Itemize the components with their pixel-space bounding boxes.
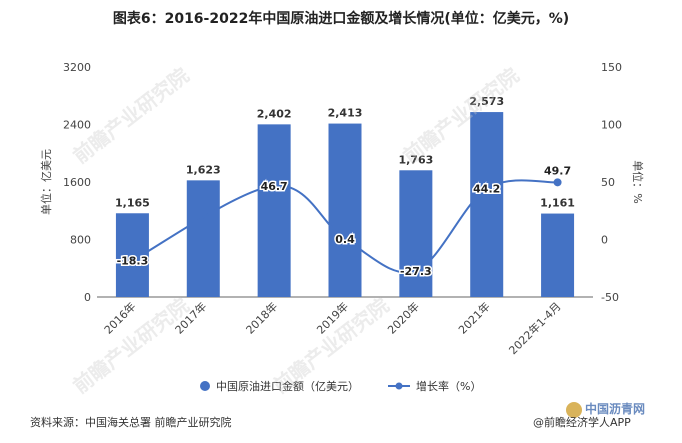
bar-value-label: 1,763 [398,153,433,166]
y-tick-right: 50 [601,176,615,189]
bar [541,213,575,297]
bar [257,124,291,297]
site-logo: 中国沥青网 [566,400,682,424]
x-tick-label: 2022年1-4月 [506,299,564,357]
growth-rate-line [131,179,558,274]
y-tick-left: 1600 [63,176,91,189]
x-tick-label: 2021年 [455,299,492,336]
y-tick-left: 800 [70,234,91,247]
x-tick-label: 2018年 [243,299,280,336]
x-tick-label: 2019年 [314,299,351,336]
legend-swatch-bar [200,381,210,391]
source-note: 资料来源：中国海关总署 前瞻产业研究院 [30,416,232,429]
bar [399,170,433,297]
legend-label-bar: 中国原油进口金额（亿美元） [216,379,359,393]
y-tick-left: 3200 [63,61,91,74]
logo-icon [566,401,582,418]
bar-value-label: 1,623 [186,163,221,176]
growth-rate-label: -18.3 [117,255,149,268]
bar [186,180,220,297]
x-tick-label: 2017年 [172,299,209,336]
growth-rate-label: 49.7 [544,164,571,177]
y-tick-left: 2400 [63,119,91,132]
bar-value-label: 1,161 [540,197,575,210]
growth-rate-label: 44.2 [473,183,500,196]
y-tick-right: -50 [601,291,619,304]
credit-note: @前瞻经济学人APP [533,416,631,429]
y-tick-right: 100 [601,119,622,132]
y-tick-right: 0 [601,234,608,247]
bar [328,123,362,297]
logo-text: 中国沥青网 [585,402,646,416]
y-axis-label-right: 单位：% [631,160,645,203]
y-tick-right: 150 [601,61,622,74]
bar [470,112,504,297]
growth-rate-label: 0.4 [335,233,355,246]
y-axis-label-left: 单位：亿美元 [39,149,53,215]
x-tick-label: 2020年 [385,299,422,336]
legend-label-line: 增长率（%） [416,379,481,393]
growth-rate-label: 46.7 [261,180,288,193]
x-tick-label: 2016年 [101,299,138,336]
bar-value-label: 2,413 [328,107,363,120]
y-tick-left: 0 [84,291,91,304]
growth-rate-label: -27.3 [400,265,432,278]
chart-title: 图表6：2016-2022年中国原油进口金额及增长情况(单位：亿美元，%) [112,11,570,27]
bar-value-label: 2,573 [469,95,504,108]
legend-swatch-line-marker [395,382,403,390]
bar-value-label: 1,165 [115,196,150,209]
growth-rate-point [553,178,562,187]
bar-value-label: 2,402 [257,107,292,120]
